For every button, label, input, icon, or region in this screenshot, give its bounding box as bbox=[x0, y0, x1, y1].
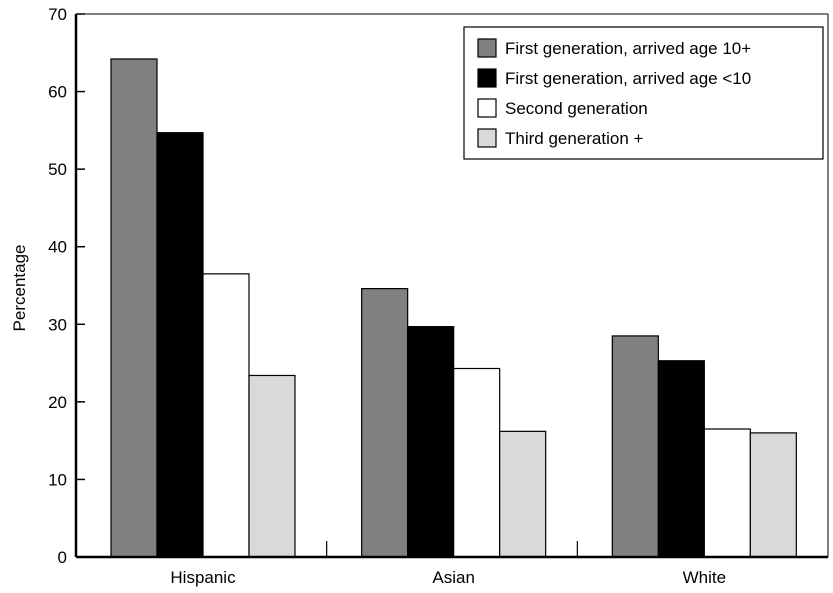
x-axis-labels: Hispanic Asian White bbox=[170, 568, 726, 587]
legend-label: First generation, arrived age 10+ bbox=[505, 39, 751, 58]
bar-asian-series-3 bbox=[453, 367, 501, 558]
legend: First generation, arrived age 10+ First g… bbox=[463, 26, 824, 160]
bar-white-series-1 bbox=[611, 335, 659, 558]
legend-swatch bbox=[477, 68, 497, 88]
legend-label: Third generation + bbox=[505, 129, 644, 148]
y-tick-label: 40 bbox=[48, 238, 67, 257]
bar-hispanic-series-2 bbox=[156, 132, 204, 558]
legend-label: First generation, arrived age <10 bbox=[505, 69, 751, 88]
y-axis-title: Percentage bbox=[10, 245, 29, 332]
bars bbox=[110, 58, 797, 558]
y-tick-label: 50 bbox=[48, 160, 67, 179]
bar-asian-series-4 bbox=[499, 430, 547, 558]
bar-hispanic-series-3 bbox=[202, 273, 250, 558]
bar-white-series-3 bbox=[703, 428, 751, 558]
bar-hispanic-series-1 bbox=[110, 58, 158, 558]
y-tick-label: 70 bbox=[48, 5, 67, 24]
y-tick-label: 0 bbox=[58, 548, 67, 567]
legend-box bbox=[463, 26, 824, 160]
axes bbox=[74, 13, 829, 559]
legend-swatch bbox=[477, 38, 497, 58]
legend-swatch bbox=[477, 98, 497, 118]
bar-asian-series-1 bbox=[361, 288, 409, 558]
y-axis-ticks: 0 10 20 30 40 50 60 70 bbox=[48, 5, 85, 567]
y-tick-label: 20 bbox=[48, 393, 67, 412]
y-tick-label: 10 bbox=[48, 470, 67, 489]
bar-hispanic-series-4 bbox=[248, 374, 296, 558]
x-category-label: Asian bbox=[432, 568, 475, 587]
bar-asian-series-2 bbox=[407, 326, 455, 558]
legend-label: Second generation bbox=[505, 99, 648, 118]
y-tick-label: 30 bbox=[48, 315, 67, 334]
bar-white-series-4 bbox=[749, 432, 797, 558]
bar-white-series-2 bbox=[657, 360, 705, 558]
legend-swatch bbox=[477, 128, 497, 148]
x-category-label: White bbox=[683, 568, 726, 587]
y-tick-label: 60 bbox=[48, 83, 67, 102]
x-category-label: Hispanic bbox=[170, 568, 236, 587]
